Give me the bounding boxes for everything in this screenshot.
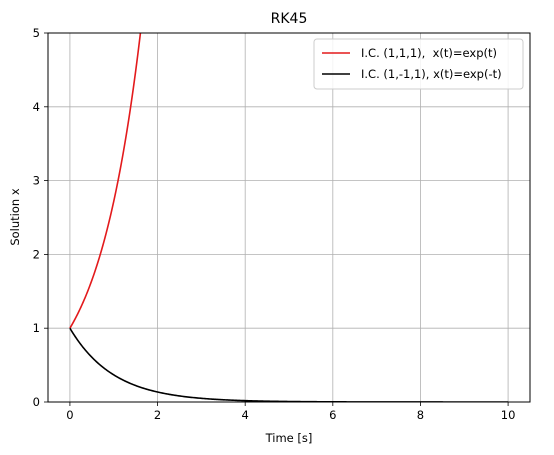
legend-box (313, 38, 524, 90)
x-axis-label: Time [s] (265, 431, 313, 445)
y-tick-label: 1 (33, 321, 40, 335)
chart-title: RK45 (271, 11, 308, 27)
x-tick-label: 0 (66, 408, 73, 422)
series-line-1 (69, 327, 509, 402)
y-axis-ticks: 0 1 2 3 4 5 (33, 26, 48, 409)
x-tick-label: 8 (417, 408, 424, 422)
y-tick-label: 0 (33, 395, 40, 409)
legend: I.C. (1,1,1), x(t)=exp(t) I.C. (1,-1,1),… (313, 38, 524, 90)
plot-frame (47, 32, 531, 403)
y-tick-label: 5 (33, 26, 40, 40)
x-tick-label: 10 (501, 408, 516, 422)
x-axis-ticks: 0 2 4 6 8 10 (66, 402, 515, 422)
y-tick-label: 4 (33, 100, 40, 114)
legend-entry-exp-t: I.C. (1,1,1), x(t)=exp(t) (361, 46, 497, 60)
x-tick-label: 2 (154, 408, 161, 422)
y-tick-label: 3 (33, 174, 40, 188)
y-axis-label: Solution x (8, 188, 22, 246)
x-tick-label: 4 (242, 408, 249, 422)
y-tick-label: 2 (33, 247, 40, 261)
legend-entry-exp-neg-t: I.C. (1,-1,1), x(t)=exp(-t) (361, 67, 502, 81)
x-tick-label: 6 (329, 408, 336, 422)
